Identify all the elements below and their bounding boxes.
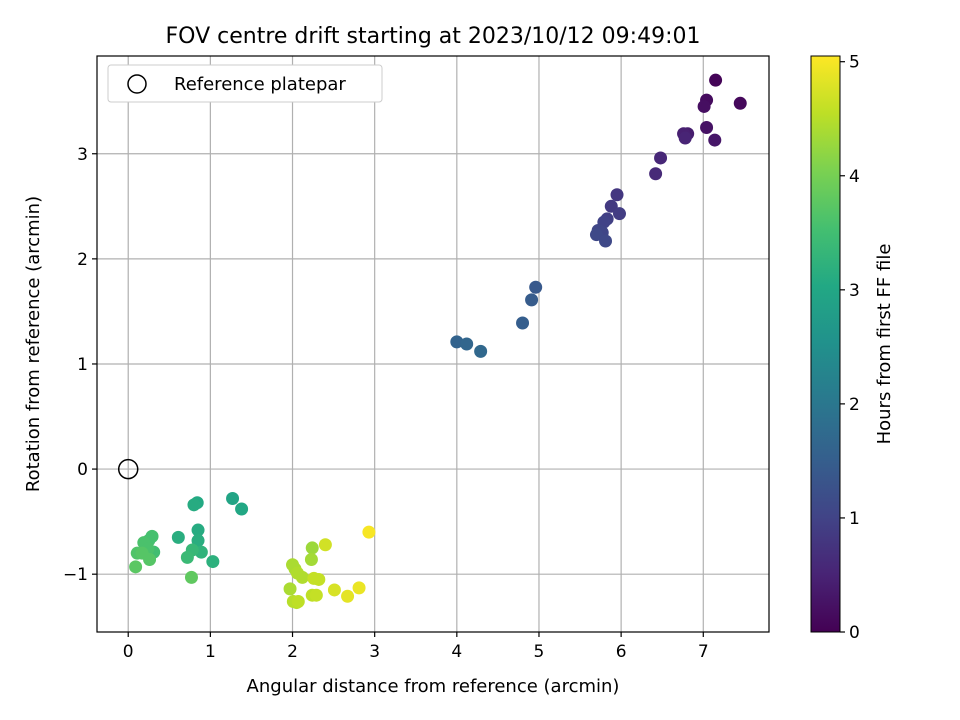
data-point (529, 280, 543, 294)
plot-frame (96, 55, 770, 633)
colorbar-tick-label: 0 (849, 623, 860, 643)
data-point (649, 167, 663, 181)
colorbar-tick-label: 5 (849, 53, 860, 73)
colorbar-tick-label: 4 (849, 167, 860, 187)
x-tick-label: 5 (534, 642, 545, 662)
x-tick-label: 1 (205, 642, 216, 662)
data-point (589, 228, 603, 242)
legend-label: Reference platepar (174, 74, 346, 95)
data-point (450, 335, 464, 349)
data-point (599, 234, 613, 248)
data-point (516, 316, 530, 330)
y-axis-ticks: −1 0 1 2 3 (63, 145, 97, 585)
data-point (191, 523, 205, 537)
data-point (709, 73, 723, 87)
data-point (226, 492, 240, 506)
data-point (525, 293, 539, 307)
y-tick-label: −1 (63, 565, 88, 585)
data-point (460, 337, 474, 351)
data-point (309, 588, 323, 602)
data-point (678, 131, 692, 145)
colorbar-tick-label: 3 (849, 281, 860, 301)
data-point (129, 560, 143, 574)
data-point (474, 344, 488, 358)
data-point (235, 502, 249, 516)
colorbar-tick-label: 1 (849, 509, 860, 529)
data-point (206, 555, 220, 569)
x-tick-label: 3 (369, 642, 380, 662)
data-point (700, 120, 714, 134)
x-tick-label: 4 (451, 642, 462, 662)
data-point (610, 188, 624, 202)
data-point (295, 570, 309, 584)
colorbar-tick-label: 2 (849, 395, 860, 415)
data-point (733, 96, 747, 110)
data-point (184, 570, 198, 584)
data-point (304, 552, 318, 566)
data-point (291, 595, 305, 609)
data-point (352, 581, 366, 595)
y-tick-label: 2 (77, 250, 88, 270)
data-point (191, 534, 205, 548)
data-point (171, 530, 185, 544)
colorbar-label: Hours from first FF file (874, 244, 895, 445)
colorbar: 0 1 2 3 4 5 Hours from first FF file (810, 53, 895, 643)
data-point (305, 541, 319, 555)
x-tick-label: 6 (616, 642, 627, 662)
data-point (180, 550, 194, 564)
data-points (117, 73, 747, 610)
x-tick-label: 0 (123, 642, 134, 662)
data-point (708, 133, 722, 147)
data-point (654, 151, 668, 165)
x-tick-label: 2 (287, 642, 298, 662)
data-point (362, 525, 376, 539)
data-point (187, 498, 201, 512)
reference-platepar-marker (117, 458, 139, 480)
legend-reference-marker (127, 74, 147, 94)
data-point (327, 583, 341, 597)
data-point (318, 538, 332, 552)
y-tick-label: 1 (77, 355, 88, 375)
colorbar-gradient (810, 55, 841, 633)
chart-title: FOV centre drift starting at 2023/10/12 … (166, 24, 701, 49)
data-point (143, 552, 157, 566)
x-tick-label: 7 (698, 642, 709, 662)
legend-box (107, 64, 383, 103)
data-point (341, 589, 355, 603)
data-point (312, 572, 326, 586)
data-point (697, 99, 711, 113)
x-axis-label: Angular distance from reference (arcmin) (247, 676, 620, 697)
y-tick-label: 0 (77, 460, 88, 480)
data-point (612, 207, 626, 221)
legend: Reference platepar (107, 64, 383, 103)
y-axis-label: Rotation from reference (arcmin) (23, 196, 44, 492)
x-axis-ticks: 0 1 2 3 4 5 6 7 (123, 632, 709, 662)
colorbar-ticks: 0 1 2 3 4 5 (840, 53, 860, 643)
y-tick-label: 3 (77, 145, 88, 165)
data-point (283, 582, 297, 596)
